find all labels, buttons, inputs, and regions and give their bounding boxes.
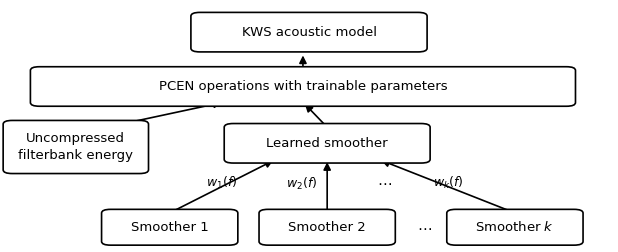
FancyBboxPatch shape xyxy=(447,209,583,245)
Text: Smoother 1: Smoother 1 xyxy=(131,221,209,234)
FancyBboxPatch shape xyxy=(30,67,575,106)
FancyBboxPatch shape xyxy=(101,209,238,245)
Text: PCEN operations with trainable parameters: PCEN operations with trainable parameter… xyxy=(159,80,447,93)
Text: Smoother 2: Smoother 2 xyxy=(288,221,366,234)
Text: $w_2(f)$: $w_2(f)$ xyxy=(286,176,317,192)
FancyBboxPatch shape xyxy=(191,12,427,52)
FancyBboxPatch shape xyxy=(3,120,148,174)
Text: Learned smoother: Learned smoother xyxy=(266,137,388,150)
Text: KWS acoustic model: KWS acoustic model xyxy=(242,26,376,39)
Text: $\cdots$: $\cdots$ xyxy=(377,175,392,190)
Text: $w_1(f)$: $w_1(f)$ xyxy=(206,175,237,191)
Text: $w_k(f)$: $w_k(f)$ xyxy=(433,175,464,191)
Text: $\cdots$: $\cdots$ xyxy=(417,220,431,235)
FancyBboxPatch shape xyxy=(259,209,396,245)
Text: Uncompressed
filterbank energy: Uncompressed filterbank energy xyxy=(19,132,133,162)
FancyBboxPatch shape xyxy=(224,123,430,163)
Text: Smoother $k$: Smoother $k$ xyxy=(475,220,554,234)
